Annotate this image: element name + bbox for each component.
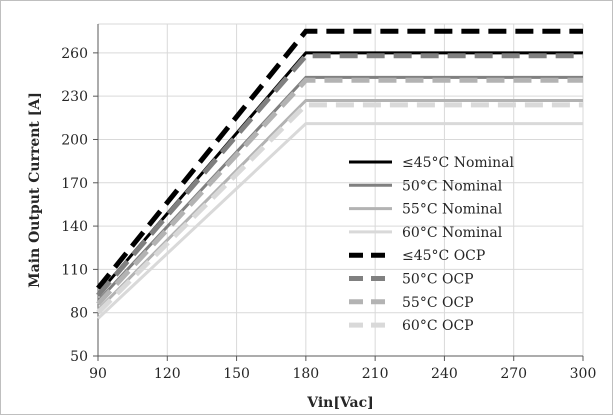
x-tick-label: 270 (500, 366, 527, 382)
tick-labels: 90 120 150 180 210 240 270 300 50 80 110 140 170 200 2… (61, 46, 596, 382)
series-line (96, 102, 583, 315)
x-tick-label: 120 (154, 366, 181, 382)
legend-label: 50°C OCP (402, 272, 474, 288)
x-tick-label: 90 (89, 366, 107, 382)
legend-label: 55°C OCP (402, 295, 474, 311)
series-line (96, 122, 583, 320)
y-tick-label: 170 (61, 176, 88, 192)
x-tick-label: 150 (223, 366, 250, 382)
x-tick-label: 210 (362, 366, 389, 382)
axes (93, 24, 584, 361)
legend-label: 60°C OCP (402, 318, 474, 334)
y-tick-label: 200 (61, 132, 88, 148)
y-axis-title: Main Output Current [A] (27, 92, 43, 288)
series-line (96, 75, 583, 303)
series-line (96, 99, 583, 311)
x-axis-title: Vin[Vac] (306, 395, 374, 411)
legend-label: ≤45°C Nominal (402, 155, 515, 171)
gridlines (98, 23, 584, 356)
x-tick-label: 240 (431, 366, 458, 382)
legend-label: 55°C Nominal (402, 202, 503, 218)
legend-label: 50°C Nominal (402, 178, 503, 194)
series-line (96, 28, 583, 290)
y-tick-label: 50 (70, 349, 88, 365)
series-lines (96, 28, 583, 320)
legend-label: ≤45°C OCP (402, 248, 485, 264)
series-line (96, 51, 583, 295)
series-line (96, 77, 583, 306)
y-tick-label: 140 (61, 219, 88, 235)
x-tick-label: 300 (570, 366, 597, 382)
legend: ≤45°C Nominal 50°C Nominal 55°C Nominal 60°… (349, 155, 515, 334)
series-line (96, 53, 583, 298)
x-tick-label: 180 (292, 366, 319, 382)
y-tick-label: 230 (61, 89, 88, 105)
y-tick-label: 80 (70, 306, 88, 322)
y-tick-label: 260 (61, 46, 88, 62)
y-tick-label: 110 (61, 262, 88, 278)
legend-label: 60°C Nominal (402, 225, 503, 241)
